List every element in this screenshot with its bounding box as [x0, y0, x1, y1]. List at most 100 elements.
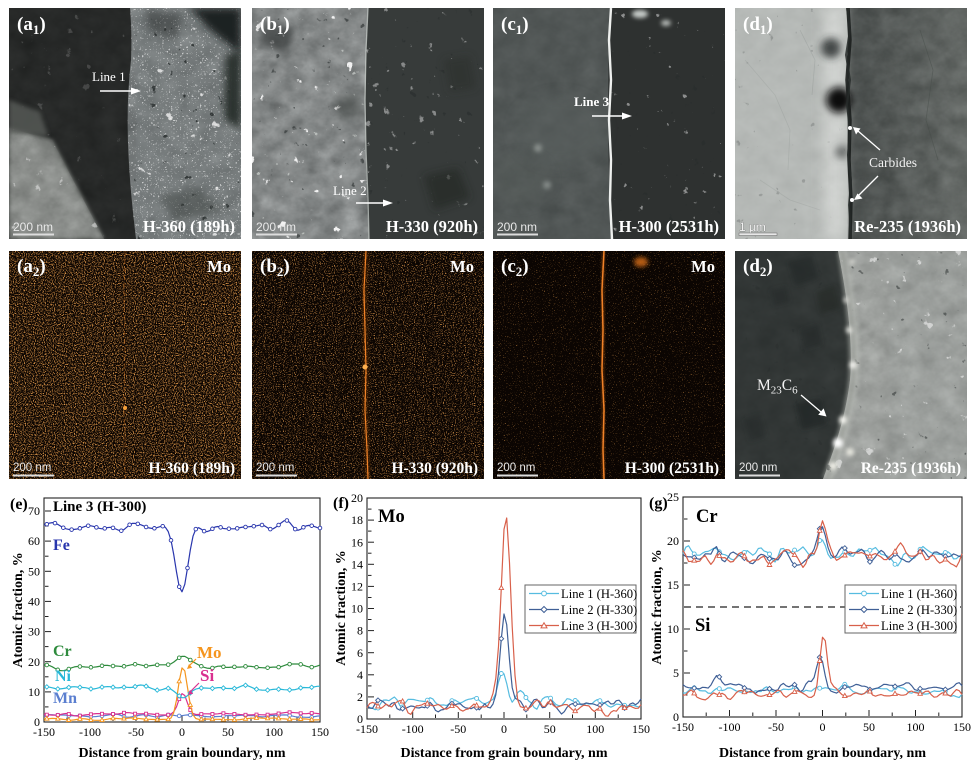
svg-text:25: 25: [667, 490, 679, 504]
svg-text:Line 2 (H-330): Line 2 (H-330): [881, 603, 957, 617]
svg-text:Line 1 (H-360): Line 1 (H-360): [561, 587, 637, 601]
svg-text:50: 50: [544, 722, 556, 736]
svg-text:(e): (e): [10, 496, 28, 513]
svg-text:8: 8: [357, 624, 363, 638]
svg-text:(d1): (d1): [743, 14, 773, 37]
svg-text:Line 3: Line 3: [574, 94, 610, 109]
svg-text:Mo: Mo: [450, 257, 474, 276]
svg-text:150: 150: [311, 725, 329, 739]
svg-text:-150: -150: [356, 722, 378, 736]
svg-text:M23C6: M23C6: [757, 377, 798, 397]
svg-text:Line 2: Line 2: [333, 183, 367, 198]
svg-text:Line 3 (H-300): Line 3 (H-300): [561, 619, 637, 633]
svg-text:20: 20: [667, 534, 679, 548]
svg-text:40: 40: [28, 595, 40, 609]
svg-text:100: 100: [586, 722, 604, 736]
svg-text:Re-235 (1936h): Re-235 (1936h): [854, 217, 961, 236]
svg-text:30: 30: [28, 625, 40, 639]
svg-text:0: 0: [179, 725, 185, 739]
svg-text:Cr: Cr: [696, 507, 718, 527]
svg-text:12: 12: [351, 580, 363, 594]
svg-text:Line 3 (H-300): Line 3 (H-300): [53, 499, 146, 515]
svg-text:(b1): (b1): [260, 14, 290, 37]
svg-text:Fe: Fe: [53, 537, 70, 554]
svg-text:-100: -100: [79, 725, 101, 739]
svg-text:200 nm: 200 nm: [256, 462, 294, 474]
svg-text:(c1): (c1): [501, 14, 529, 37]
svg-text:60: 60: [28, 534, 40, 548]
svg-text:(f): (f): [333, 495, 349, 512]
svg-text:Line 2 (H-330): Line 2 (H-330): [561, 603, 637, 617]
svg-text:Si: Si: [200, 666, 214, 685]
svg-text:H-360 (189h): H-360 (189h): [148, 460, 235, 477]
svg-text:Line 3 (H-300): Line 3 (H-300): [881, 619, 957, 633]
svg-text:0: 0: [357, 712, 363, 726]
svg-text:H-360 (189h): H-360 (189h): [143, 217, 235, 236]
svg-text:H-300 (2531h): H-300 (2531h): [625, 460, 719, 477]
svg-text:Mo: Mo: [691, 257, 715, 276]
svg-text:70: 70: [28, 504, 40, 518]
svg-text:Atomic fraction, %: Atomic fraction, %: [11, 552, 26, 667]
svg-text:Mo: Mo: [207, 257, 231, 276]
svg-text:0: 0: [820, 720, 826, 734]
svg-text:-100: -100: [719, 720, 741, 734]
svg-text:0: 0: [501, 722, 507, 736]
svg-text:200 nm: 200 nm: [497, 462, 535, 474]
svg-text:18: 18: [351, 513, 363, 527]
svg-text:16: 16: [351, 535, 363, 549]
svg-text:50: 50: [863, 720, 875, 734]
svg-text:50: 50: [28, 564, 40, 578]
svg-text:Si: Si: [695, 616, 710, 636]
svg-text:Distance from grain boundary,: Distance from grain boundary, nm: [719, 746, 926, 761]
svg-text:20: 20: [28, 655, 40, 669]
svg-text:150: 150: [632, 722, 650, 736]
svg-text:H-330 (920h): H-330 (920h): [391, 460, 478, 477]
svg-text:20: 20: [351, 491, 363, 505]
svg-text:200 nm: 200 nm: [497, 220, 537, 234]
svg-text:-50: -50: [128, 725, 144, 739]
svg-text:-50: -50: [450, 722, 466, 736]
svg-text:Distance from grain boundary,: Distance from grain boundary, nm: [400, 746, 607, 761]
svg-text:14: 14: [351, 557, 363, 571]
svg-text:(c2): (c2): [501, 256, 529, 279]
svg-text:Line 1: Line 1: [92, 69, 126, 84]
svg-text:-150: -150: [33, 725, 55, 739]
svg-text:Atomic fraction, %: Atomic fraction, %: [650, 549, 665, 664]
svg-text:-50: -50: [768, 720, 784, 734]
svg-text:2: 2: [357, 690, 363, 704]
svg-text:Mn: Mn: [53, 690, 77, 707]
svg-text:50: 50: [222, 725, 234, 739]
svg-text:(a1): (a1): [17, 14, 46, 37]
svg-text:10: 10: [28, 685, 40, 699]
svg-text:Carbides: Carbides: [869, 155, 917, 170]
svg-text:200 nm: 200 nm: [256, 220, 296, 234]
svg-text:0: 0: [34, 715, 40, 729]
svg-text:15: 15: [667, 578, 679, 592]
svg-text:0: 0: [673, 710, 679, 724]
svg-text:Re-235 (1936h): Re-235 (1936h): [861, 460, 961, 477]
svg-text:Mo: Mo: [197, 643, 222, 662]
svg-text:200 nm: 200 nm: [13, 220, 53, 234]
svg-text:-100: -100: [402, 722, 424, 736]
svg-text:200 nm: 200 nm: [13, 462, 51, 474]
svg-text:100: 100: [265, 725, 283, 739]
svg-text:Mo: Mo: [378, 507, 405, 527]
svg-text:H-300 (2531h): H-300 (2531h): [619, 217, 719, 236]
svg-text:(a2): (a2): [17, 256, 46, 279]
svg-text:5: 5: [673, 666, 679, 680]
svg-text:1 µm: 1 µm: [739, 220, 766, 234]
svg-text:Atomic fraction, %: Atomic fraction, %: [334, 550, 349, 665]
svg-text:4: 4: [357, 668, 363, 682]
svg-text:(b2): (b2): [260, 256, 290, 279]
svg-text:10: 10: [351, 602, 363, 616]
svg-text:(g): (g): [649, 495, 668, 512]
svg-text:-150: -150: [672, 720, 694, 734]
svg-text:Line 1 (H-360): Line 1 (H-360): [881, 587, 957, 601]
svg-text:Cr: Cr: [53, 643, 72, 660]
svg-text:200 nm: 200 nm: [739, 462, 777, 474]
svg-text:H-330 (920h): H-330 (920h): [386, 217, 478, 236]
svg-text:Ni: Ni: [55, 668, 72, 685]
svg-text:150: 150: [953, 720, 971, 734]
svg-text:100: 100: [907, 720, 925, 734]
svg-text:(d2): (d2): [743, 256, 773, 279]
